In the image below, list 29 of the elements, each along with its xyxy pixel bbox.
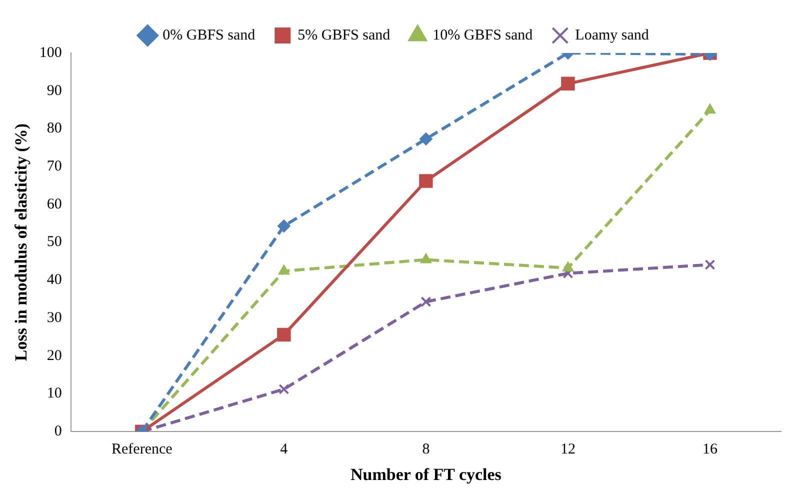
y-tick-label: 70 — [46, 158, 62, 175]
point — [419, 174, 433, 188]
y-tick-label: 90 — [46, 82, 62, 99]
y-tick-label: 10 — [46, 386, 62, 402]
point — [420, 296, 432, 307]
legend-label: 10% GBFS sand — [432, 27, 534, 44]
x-tick-label: 4 — [280, 442, 288, 458]
x-tick-label: Reference — [112, 442, 173, 458]
y-tick-label: 40 — [46, 272, 62, 288]
y-tick-label: 20 — [46, 348, 62, 364]
y-tick-label: 50 — [46, 234, 62, 250]
y-axis-title: Loss in modulus of elasticity (%) — [12, 124, 31, 362]
legend-label: Loamy sand — [575, 27, 650, 44]
point — [704, 259, 716, 270]
y-tick-label: 0 — [54, 424, 62, 440]
point — [562, 262, 574, 272]
legend-label: 0% GBFS sand — [162, 27, 256, 44]
y-tick-label: 60 — [46, 196, 62, 212]
y-tick-label: 30 — [46, 310, 62, 326]
x-axis-title: Number of FT cycles — [350, 465, 502, 484]
y-tick-label: 100 — [39, 44, 62, 61]
point — [420, 253, 432, 264]
x-tick-label: 16 — [702, 442, 718, 458]
point — [278, 264, 290, 275]
y-tick-label: 80 — [46, 120, 62, 137]
point — [277, 220, 290, 233]
x-tick-label: 12 — [560, 442, 576, 458]
x-tick-label: 8 — [422, 442, 430, 458]
legend-label: 5% GBFS sand — [298, 27, 391, 44]
